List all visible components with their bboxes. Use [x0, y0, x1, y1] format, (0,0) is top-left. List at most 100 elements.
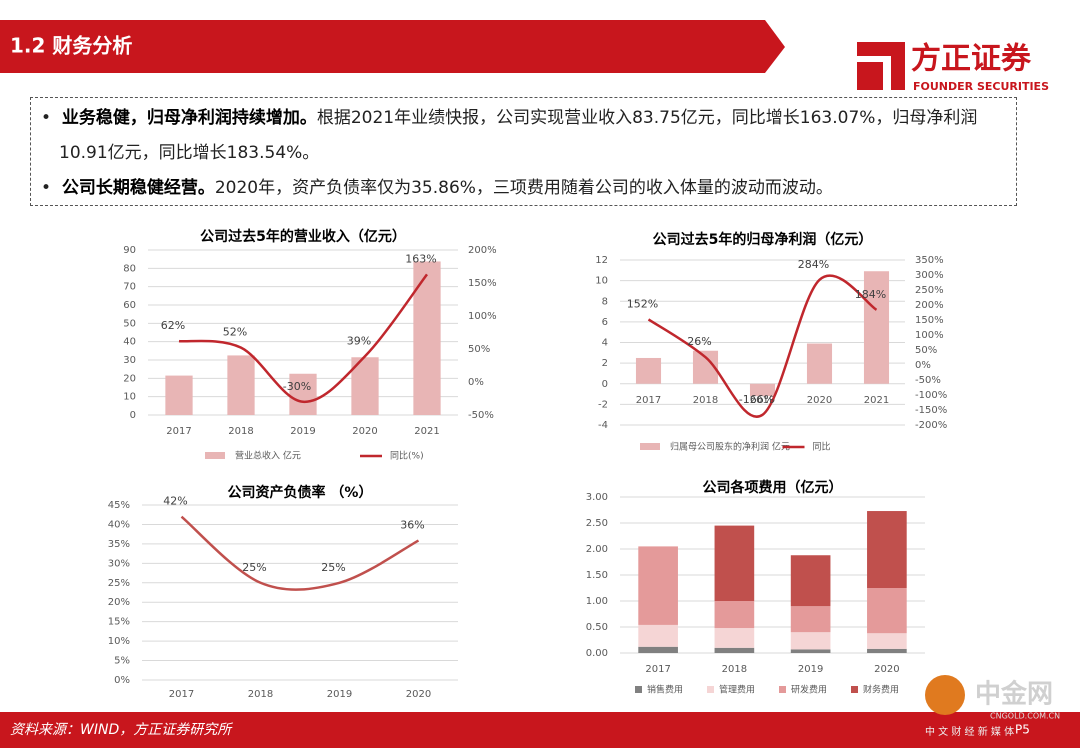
- bar-segment: [867, 511, 907, 588]
- y2-tick-label: 200%: [915, 300, 944, 311]
- y-tick-label: 2.50: [586, 518, 608, 529]
- y-tick-label: 70: [123, 282, 136, 293]
- x-tick-label: 2019: [327, 689, 352, 700]
- legend-swatch: [707, 686, 714, 693]
- y-tick-label: 15%: [108, 617, 130, 628]
- data-label: 26%: [687, 335, 711, 348]
- data-label: 36%: [400, 519, 424, 532]
- bullet: • 业务稳健，归母净利润持续增加。根据2021年业绩快报，公司实现营业收入83.…: [41, 108, 978, 163]
- y-tick-label: 45%: [108, 500, 130, 511]
- line: [647, 274, 878, 418]
- bar-segment: [714, 601, 755, 629]
- bar-segment: [714, 525, 755, 601]
- legend-label: 财务费用: [863, 684, 899, 696]
- legend-label: 研发费用: [791, 684, 827, 696]
- data-label: 52%: [223, 326, 247, 339]
- y2-tick-label: 0%: [915, 360, 931, 371]
- logo-mark: [857, 42, 905, 90]
- bar: [165, 375, 193, 415]
- x-tick-label: 2018: [722, 664, 747, 675]
- legend-swatch: [779, 686, 786, 693]
- bar: [863, 271, 890, 384]
- y-tick-label: -4: [598, 420, 608, 431]
- bar-segment: [790, 555, 831, 607]
- y-tick-label: 40: [123, 337, 136, 348]
- bullet-text: 2020年，资产负债率仅为35.86%，三项费用随着公司的收入体量的波动而波动。: [214, 178, 833, 198]
- x-tick-label: 2018: [248, 689, 273, 700]
- legend-swatch: [640, 443, 660, 450]
- bullet-box: • 业务稳健，归母净利润持续增加。根据2021年业绩快报，公司实现营业收入83.…: [30, 97, 1017, 206]
- data-label: 42%: [163, 495, 187, 508]
- bar: [749, 383, 776, 397]
- bar-segment: [714, 647, 755, 653]
- bullet-text: 根据2021年业绩快报，公司实现营业收入83.75亿元，同比增长163.07%，…: [59, 108, 978, 163]
- y2-tick-label: 0%: [468, 377, 484, 388]
- footer-bar: [0, 712, 1080, 748]
- data-label: 163%: [405, 252, 436, 265]
- bar-segment: [867, 648, 907, 653]
- x-tick-label: 2019: [798, 664, 823, 675]
- bar-segment: [867, 588, 907, 634]
- footer-source: 资料来源：WIND，方正证券研究所: [10, 722, 233, 738]
- chart-title: 公司各项费用（亿元）: [703, 479, 843, 496]
- y-tick-label: 25%: [108, 578, 130, 589]
- legend-swatch: [205, 452, 225, 459]
- chart-title: 公司过去5年的归母净利润（亿元）: [653, 231, 873, 248]
- data-label: 25%: [242, 561, 266, 574]
- y-tick-label: 0: [602, 379, 608, 390]
- y-tick-label: 80: [123, 263, 136, 274]
- y2-tick-label: -200%: [915, 420, 947, 431]
- y-tick-label: 10: [595, 276, 608, 287]
- y-tick-label: 30: [123, 355, 136, 366]
- y-tick-label: 6: [602, 317, 608, 328]
- bar: [806, 343, 833, 384]
- y-tick-label: 2.00: [586, 544, 608, 555]
- watermark-url: CNGOLD.COM.CN: [990, 712, 1060, 721]
- line: [180, 515, 420, 591]
- bar-segment: [638, 624, 678, 647]
- x-tick-label: 2020: [406, 689, 431, 700]
- data-label: 152%: [627, 297, 658, 310]
- y2-tick-label: 150%: [468, 278, 497, 289]
- bar-segment: [638, 646, 678, 653]
- y-tick-label: 1.00: [586, 596, 608, 607]
- x-tick-label: 2019: [750, 395, 775, 406]
- y2-tick-label: 100%: [468, 311, 497, 322]
- y-tick-label: 3.00: [586, 492, 608, 503]
- data-label: 62%: [161, 319, 185, 332]
- y-tick-label: 0%: [114, 675, 130, 686]
- watermark-icon: [925, 675, 965, 715]
- bullet-bold: 业务稳健，归母净利润持续增加。: [61, 108, 317, 128]
- y2-tick-label: 50%: [915, 345, 937, 356]
- watermark-slogan: 中 文 财 经 新 媒 体: [925, 725, 1014, 738]
- bar: [289, 373, 317, 415]
- bar-segment: [714, 628, 755, 648]
- legend-label: 归属母公司股东的净利润 亿元: [670, 441, 790, 453]
- chart-title: 公司过去5年的营业收入（亿元）: [200, 228, 406, 245]
- y-tick-label: 20: [123, 373, 136, 384]
- data-label: 39%: [347, 334, 371, 347]
- x-tick-label: 2017: [645, 664, 670, 675]
- y-tick-label: 30%: [108, 558, 130, 569]
- y-tick-label: 12: [595, 255, 608, 266]
- legend-label: 营业总收入 亿元: [235, 450, 301, 462]
- y2-tick-label: 250%: [915, 285, 944, 296]
- page-number: P5: [1015, 723, 1030, 737]
- y-tick-label: 0.50: [586, 622, 608, 633]
- x-tick-label: 2019: [290, 426, 315, 437]
- bar-segment: [638, 546, 678, 625]
- data-label: -166%: [739, 393, 774, 406]
- y2-tick-label: 150%: [915, 315, 944, 326]
- y2-tick-label: -50%: [915, 375, 941, 386]
- x-tick-label: 2020: [807, 395, 832, 406]
- data-label: -30%: [283, 380, 311, 393]
- header-bar: [0, 20, 785, 73]
- y2-tick-label: 350%: [915, 255, 944, 266]
- bar-segment: [790, 632, 831, 650]
- legend-label: 同比: [813, 441, 831, 453]
- y-tick-label: 1.50: [586, 570, 608, 581]
- logo-en: FOUNDER SECURITIES: [913, 80, 1049, 93]
- x-tick-label: 2017: [169, 689, 194, 700]
- bar-segment: [867, 633, 907, 649]
